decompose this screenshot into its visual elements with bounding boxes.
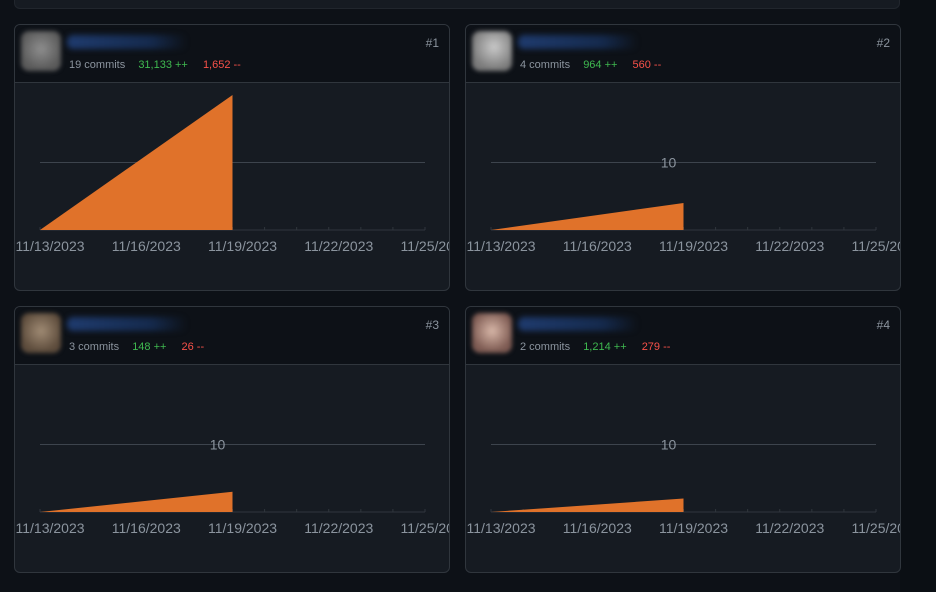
contribution-stats: 2 commits 1,214 ++ 279 -- (520, 341, 670, 353)
avatar[interactable] (21, 31, 61, 71)
x-tick-label: 11/25/2023 (400, 238, 449, 254)
page-edge (900, 0, 936, 592)
contributor-name[interactable] (518, 317, 638, 331)
contributor-name[interactable] (67, 35, 187, 49)
x-tick-label: 11/25/2023 (851, 520, 900, 536)
contributor-header: #4 2 commits 1,214 ++ 279 -- (466, 307, 900, 365)
x-tick-label: 11/19/2023 (208, 238, 277, 254)
x-tick-label: 11/13/2023 (15, 520, 84, 536)
deletions-count: 279 -- (641, 341, 671, 353)
rank-label: #4 (876, 318, 890, 332)
commit-area-series (491, 203, 684, 230)
contributor-card-1: #1 19 commits 31,133 ++ 1,652 -- 11/13/2… (14, 24, 450, 291)
commit-area-series (40, 95, 233, 230)
deletions-count: 1,652 -- (202, 59, 241, 71)
y-tick-label: 10 (661, 437, 677, 453)
x-tick-label: 11/22/2023 (755, 520, 824, 536)
additions-count: 148 ++ (132, 341, 167, 353)
contributor-header: #1 19 commits 31,133 ++ 1,652 -- (15, 25, 449, 83)
x-tick-label: 11/16/2023 (112, 238, 181, 254)
x-tick-label: 11/13/2023 (466, 238, 535, 254)
x-tick-label: 11/16/2023 (112, 520, 181, 536)
y-tick-label: 10 (661, 155, 677, 171)
avatar[interactable] (472, 313, 512, 353)
commit-activity-chart: 10 11/13/2023 11/16/2023 11/19/2023 11/22/20… (466, 437, 900, 537)
rank-label: #3 (425, 318, 439, 332)
commit-activity-chart: 11/13/2023 11/16/2023 11/19/2023 11/22/2023… (15, 95, 449, 254)
commit-activity-chart: 10 11/13/2023 11/16/2023 11/19/2023 11/22/20… (15, 437, 449, 537)
x-tick-label: 11/19/2023 (659, 520, 728, 536)
commits-link[interactable]: 4 commits (520, 59, 571, 71)
contributor-header: #3 3 commits 148 ++ 26 -- (15, 307, 449, 365)
x-tick-label: 11/16/2023 (563, 520, 632, 536)
avatar[interactable] (21, 313, 61, 353)
x-tick-label: 11/19/2023 (659, 238, 728, 254)
commit-area-series (491, 498, 684, 512)
commit-activity-chart: 10 11/13/2023 11/16/2023 11/19/2023 11/22/20… (466, 155, 900, 255)
additions-count: 31,133 ++ (138, 59, 188, 71)
rank-label: #1 (425, 36, 439, 50)
x-tick-label: 11/13/2023 (466, 520, 535, 536)
contributor-header: #2 4 commits 964 ++ 560 -- (466, 25, 900, 83)
contributor-name[interactable] (518, 35, 638, 49)
contributor-name[interactable] (67, 317, 187, 331)
y-tick-label: 10 (210, 437, 226, 453)
x-tick-label: 11/22/2023 (304, 238, 373, 254)
commits-link[interactable]: 2 commits (520, 341, 571, 353)
additions-count: 1,214 ++ (583, 341, 627, 353)
contributor-card-2: #2 4 commits 964 ++ 560 -- 10 11/13/2023 1… (465, 24, 901, 291)
rank-label: #2 (876, 36, 890, 50)
commit-area-series (40, 491, 233, 512)
additions-count: 964 ++ (583, 59, 618, 71)
deletions-count: 560 -- (632, 59, 662, 71)
commits-link[interactable]: 3 commits (69, 341, 120, 353)
x-tick-label: 11/25/2023 (400, 520, 449, 536)
x-tick-label: 11/22/2023 (304, 520, 373, 536)
contribution-stats: 19 commits 31,133 ++ 1,652 -- (69, 59, 241, 71)
contribution-stats: 4 commits 964 ++ 560 -- (520, 59, 661, 71)
x-tick-label: 11/25/2023 (851, 238, 900, 254)
avatar[interactable] (472, 31, 512, 71)
x-tick-label: 11/16/2023 (563, 238, 632, 254)
x-tick-label: 11/22/2023 (755, 238, 824, 254)
contributor-card-3: #3 3 commits 148 ++ 26 -- 10 11/13/2023 11… (14, 306, 450, 573)
x-tick-label: 11/13/2023 (15, 238, 84, 254)
deletions-count: 26 -- (181, 341, 205, 353)
contributor-card-4: #4 2 commits 1,214 ++ 279 -- 10 11/13/202… (465, 306, 901, 573)
contribution-stats: 3 commits 148 ++ 26 -- (69, 341, 204, 353)
commits-link[interactable]: 19 commits (69, 59, 126, 71)
top-panel (14, 0, 900, 9)
x-tick-label: 11/19/2023 (208, 520, 277, 536)
